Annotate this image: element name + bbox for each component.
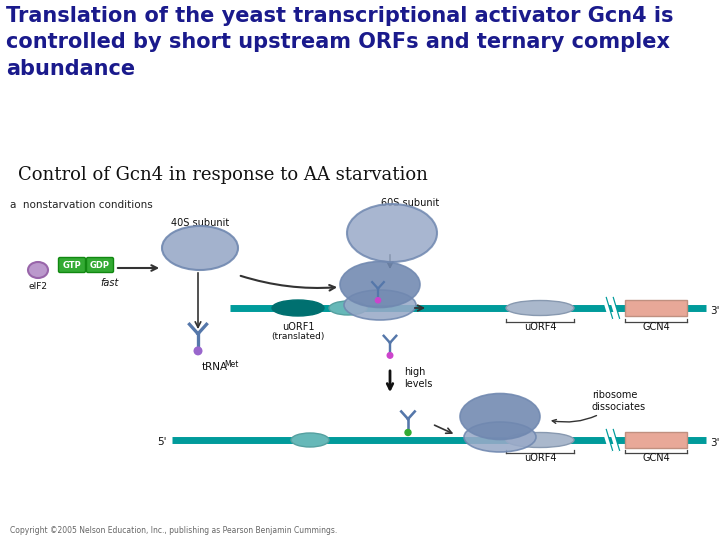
Ellipse shape — [387, 353, 393, 358]
Ellipse shape — [464, 422, 536, 452]
Ellipse shape — [162, 226, 238, 270]
Text: 5': 5' — [158, 437, 167, 447]
Ellipse shape — [405, 429, 411, 435]
Text: GTP: GTP — [63, 260, 81, 269]
Text: 3': 3' — [710, 438, 719, 448]
Bar — [625, 432, 687, 448]
Text: (translated): (translated) — [271, 332, 325, 341]
Text: 40S subunit: 40S subunit — [171, 218, 229, 228]
Bar — [625, 300, 687, 316]
Text: uORF1: uORF1 — [282, 322, 314, 332]
Text: high
levels: high levels — [404, 367, 433, 389]
Text: a  nonstarvation conditions: a nonstarvation conditions — [10, 200, 153, 210]
Text: 3': 3' — [710, 306, 719, 316]
Text: tRNA: tRNA — [202, 362, 228, 372]
Text: GCN4: GCN4 — [642, 322, 670, 332]
Ellipse shape — [460, 394, 540, 440]
Ellipse shape — [272, 300, 324, 316]
Text: Copyright ©2005 Nelson Education, Inc., publishing as Pearson Benjamin Cummings.: Copyright ©2005 Nelson Education, Inc., … — [10, 526, 337, 535]
Text: uORF4: uORF4 — [523, 453, 557, 463]
Text: uORF4: uORF4 — [523, 322, 557, 332]
Ellipse shape — [340, 261, 420, 307]
FancyBboxPatch shape — [58, 258, 86, 273]
Ellipse shape — [194, 347, 202, 355]
Ellipse shape — [344, 290, 416, 320]
Text: 60S subunit: 60S subunit — [381, 198, 439, 208]
Ellipse shape — [375, 298, 381, 303]
Ellipse shape — [506, 300, 574, 315]
Text: Control of Gcn4 in response to AA starvation: Control of Gcn4 in response to AA starva… — [18, 166, 428, 184]
Text: fast: fast — [101, 278, 120, 288]
Text: GCN4: GCN4 — [642, 453, 670, 463]
FancyBboxPatch shape — [86, 258, 114, 273]
Text: eIF2: eIF2 — [29, 282, 48, 291]
Ellipse shape — [28, 262, 48, 278]
Text: ribosome
dissociates: ribosome dissociates — [552, 390, 646, 423]
Ellipse shape — [506, 433, 574, 448]
Text: Met: Met — [224, 360, 238, 369]
Text: GDP: GDP — [90, 260, 110, 269]
Ellipse shape — [329, 301, 367, 315]
Ellipse shape — [291, 433, 329, 447]
Text: Translation of the yeast transcriptional activator Gcn4 is
controlled by short u: Translation of the yeast transcriptional… — [6, 6, 673, 79]
Ellipse shape — [347, 204, 437, 262]
